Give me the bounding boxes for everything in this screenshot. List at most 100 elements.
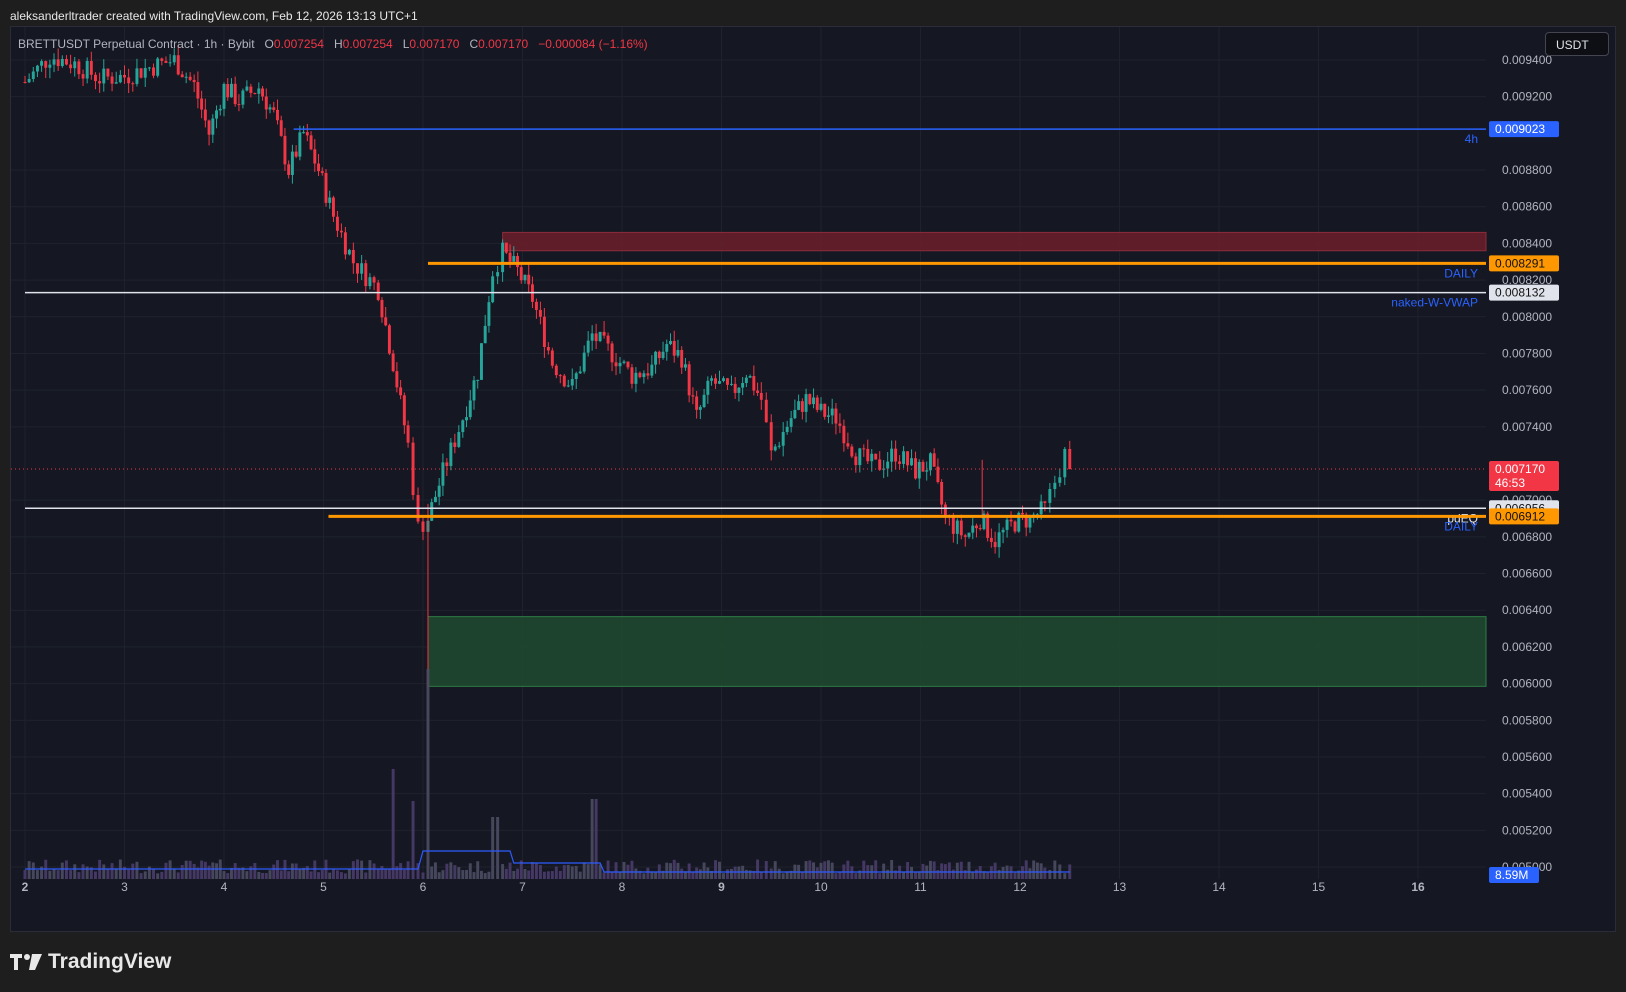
volume-bar xyxy=(1009,866,1013,879)
candle-body xyxy=(943,504,947,516)
volume-bar xyxy=(147,866,151,879)
candle-body xyxy=(610,343,614,363)
volume-bar xyxy=(959,861,963,879)
volume-bar xyxy=(894,870,898,879)
volume-bar xyxy=(661,870,665,879)
candle-body xyxy=(1048,489,1052,503)
candle-body xyxy=(606,335,610,344)
volume-bar xyxy=(164,862,168,879)
volume-bar xyxy=(160,871,164,879)
candle-body xyxy=(777,445,781,447)
candle-body xyxy=(846,443,850,447)
candle-body xyxy=(527,274,531,285)
candle-body xyxy=(1053,482,1057,490)
candle-body xyxy=(826,415,830,417)
legend-open-value: 0.007254 xyxy=(273,37,324,51)
candle-body xyxy=(642,373,646,378)
candle-body xyxy=(963,535,967,537)
volume-bar xyxy=(562,865,566,879)
candle-body xyxy=(180,74,184,78)
volume-bar xyxy=(680,868,684,879)
candle-body xyxy=(722,378,725,381)
volume-bar xyxy=(313,860,317,879)
volume-bar xyxy=(351,861,355,879)
candle-body xyxy=(932,453,936,467)
candle-body xyxy=(479,343,483,380)
volume-bar xyxy=(586,864,590,879)
candle-body xyxy=(886,461,890,469)
volume-bar xyxy=(102,864,106,879)
candle-body xyxy=(519,267,523,281)
volume-bar xyxy=(402,869,406,879)
volume-bar xyxy=(815,867,819,879)
candle-body xyxy=(854,456,858,466)
volume-bar xyxy=(23,869,27,879)
volume-bar xyxy=(391,769,395,879)
candle-body xyxy=(989,537,993,542)
candle-body xyxy=(368,277,372,287)
volume-bar xyxy=(457,867,461,879)
current-price-countdown: 46:53 xyxy=(1495,476,1525,490)
volume-bar xyxy=(886,869,890,879)
volume-bar xyxy=(387,868,391,879)
candle-body xyxy=(335,216,339,231)
volume-bar xyxy=(570,866,574,879)
candle-body xyxy=(1043,501,1047,503)
volume-bar xyxy=(826,860,830,879)
candle-body xyxy=(748,376,752,378)
volume-bar xyxy=(878,873,882,879)
candle-body xyxy=(81,74,85,79)
currency-button[interactable]: USDT xyxy=(1545,32,1609,56)
candle-body xyxy=(781,432,785,446)
volume-bar xyxy=(714,860,718,879)
volume-bar xyxy=(372,863,376,879)
volume-bar xyxy=(290,863,294,879)
volume-bar xyxy=(683,871,687,879)
candle-body xyxy=(123,74,126,78)
demand-zone xyxy=(427,616,1487,687)
volume-bar xyxy=(1035,862,1039,879)
candle-body xyxy=(241,90,245,105)
candle-body xyxy=(710,378,714,381)
volume-bar xyxy=(669,863,672,879)
candle-body xyxy=(131,83,135,85)
y-tick-label: 0.006400 xyxy=(1502,603,1552,617)
price-chart[interactable]: 0.009400 0.009200 0.008800 0.008600 0.008400… xyxy=(11,27,1615,931)
volume-bar xyxy=(1043,867,1047,879)
volume-bar xyxy=(298,868,302,879)
volume-bar xyxy=(207,865,211,879)
candle-body xyxy=(562,375,566,387)
volume-bar xyxy=(411,801,415,879)
x-tick-label: 3 xyxy=(121,880,128,894)
candle-body xyxy=(192,79,196,83)
legend-symbol: BRETTUSDT Perpetual Contract · 1h · Bybi… xyxy=(18,37,255,51)
candle-body xyxy=(898,461,902,464)
volume-bar xyxy=(534,862,538,879)
candle-body xyxy=(598,331,602,342)
chart-panel[interactable]: 0.009400 0.009200 0.008800 0.008600 0.008400… xyxy=(10,26,1616,932)
candle-body xyxy=(229,83,233,98)
volume-bar xyxy=(465,869,469,879)
volume-bar xyxy=(955,862,959,879)
candle-body xyxy=(928,453,932,471)
volume-bar xyxy=(672,859,676,879)
volume-bar xyxy=(135,861,139,879)
candle-body xyxy=(196,82,200,99)
volume-bar xyxy=(756,859,760,879)
volume-bar xyxy=(874,860,878,879)
candle-body xyxy=(421,521,425,532)
candle-body xyxy=(135,68,139,84)
candle-body xyxy=(339,230,343,233)
candle-body xyxy=(449,442,453,467)
volume-bar xyxy=(449,862,453,879)
candle-body xyxy=(298,132,302,157)
volume-bar xyxy=(364,872,368,879)
volume-bar xyxy=(527,870,531,879)
candle-body xyxy=(391,353,395,372)
candle-body xyxy=(89,60,93,75)
level-label: DAILY xyxy=(1444,266,1478,280)
candle-body xyxy=(508,252,512,262)
volume-bar xyxy=(249,866,253,879)
volume-bar xyxy=(606,860,610,879)
volume-bar xyxy=(69,870,73,879)
